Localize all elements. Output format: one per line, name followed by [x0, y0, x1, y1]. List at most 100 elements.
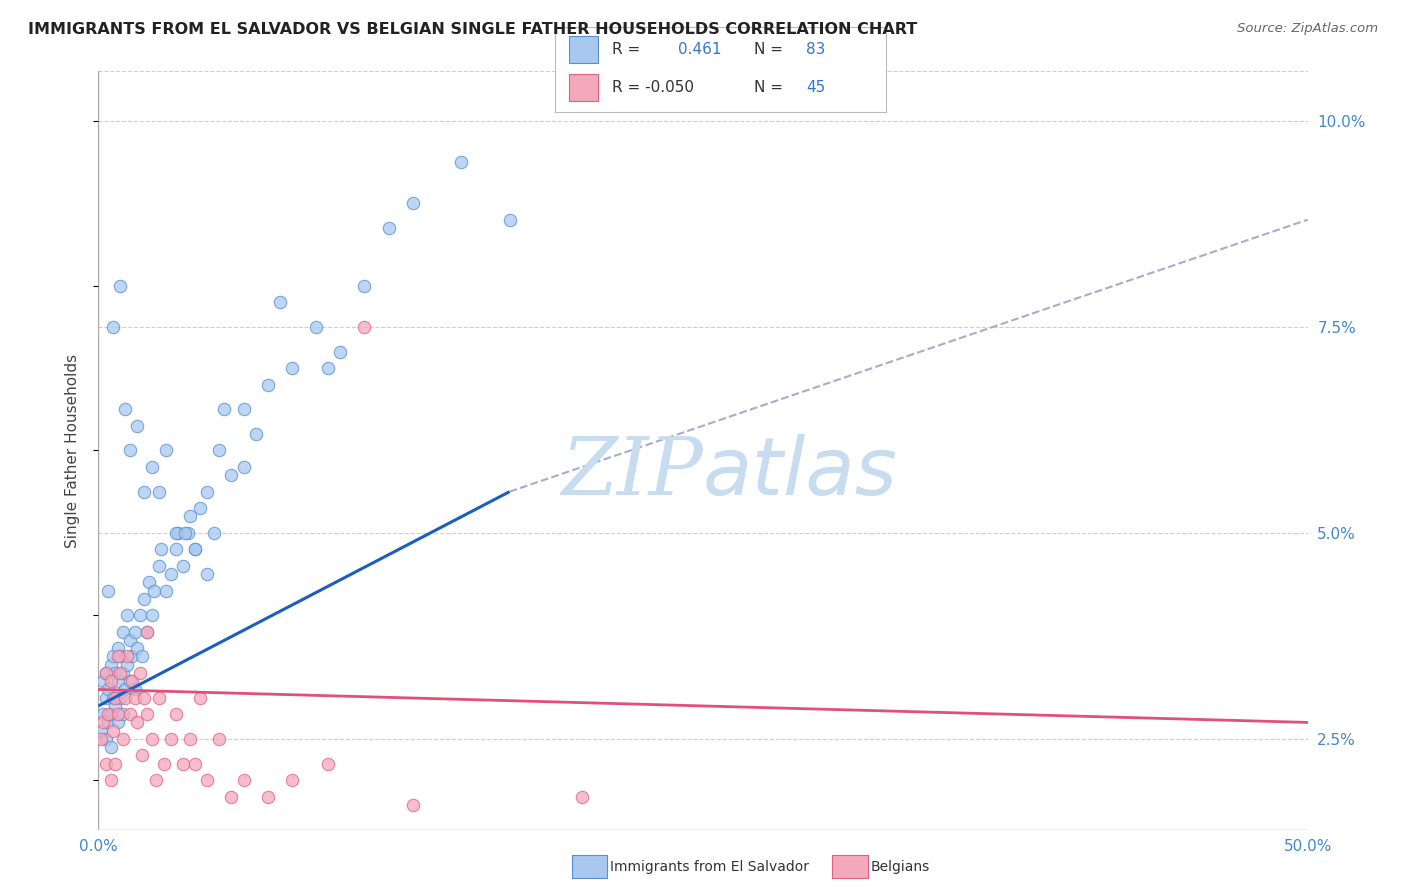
Point — [104, 698, 127, 713]
Point — [316, 756, 339, 771]
Point — [107, 674, 129, 689]
Point — [232, 459, 254, 474]
Point — [117, 608, 139, 623]
Point — [117, 649, 139, 664]
Point — [195, 773, 218, 788]
Point — [174, 525, 197, 540]
Point — [135, 624, 157, 639]
Text: N =: N = — [754, 42, 783, 57]
Bar — [568, 74, 599, 102]
Point — [212, 402, 235, 417]
Point — [90, 731, 112, 746]
Point — [179, 731, 201, 746]
Point — [114, 402, 136, 417]
Point — [141, 459, 163, 474]
Point — [134, 690, 156, 705]
Point — [143, 583, 166, 598]
Text: N =: N = — [754, 80, 783, 95]
Point — [108, 690, 131, 705]
Point — [134, 484, 156, 499]
Point — [269, 295, 291, 310]
Point — [100, 773, 122, 788]
Point — [195, 567, 218, 582]
Point — [104, 756, 127, 771]
Y-axis label: Single Father Households: Single Father Households — [65, 353, 80, 548]
Point — [172, 558, 194, 573]
Point — [100, 657, 122, 672]
Point — [118, 707, 141, 722]
Text: IMMIGRANTS FROM EL SALVADOR VS BELGIAN SINGLE FATHER HOUSEHOLDS CORRELATION CHAR: IMMIGRANTS FROM EL SALVADOR VS BELGIAN S… — [28, 22, 917, 37]
Point — [97, 583, 120, 598]
Point — [104, 665, 127, 680]
Point — [118, 674, 141, 689]
Point — [571, 789, 593, 804]
Point — [184, 756, 207, 771]
Point — [141, 608, 163, 623]
Point — [127, 641, 149, 656]
Point — [131, 748, 153, 763]
Point — [117, 657, 139, 672]
Point — [107, 649, 129, 664]
Point — [165, 707, 187, 722]
Point — [221, 789, 243, 804]
Point — [91, 715, 114, 730]
Point — [148, 484, 170, 499]
Point — [353, 319, 375, 334]
Point — [204, 525, 226, 540]
Text: ZIP: ZIP — [561, 434, 703, 512]
Point — [101, 319, 124, 334]
Point — [498, 212, 520, 227]
Point — [177, 525, 200, 540]
Point — [94, 690, 117, 705]
Point — [114, 682, 136, 697]
Point — [160, 731, 183, 746]
Point — [127, 715, 149, 730]
Point — [167, 525, 190, 540]
Point — [353, 278, 375, 293]
Point — [184, 542, 207, 557]
Point — [101, 649, 124, 664]
Point — [152, 756, 174, 771]
Point — [91, 707, 114, 722]
Point — [134, 591, 156, 606]
Point — [91, 674, 114, 689]
Point — [108, 665, 131, 680]
Point — [402, 797, 425, 812]
Point — [90, 723, 112, 738]
Point — [256, 377, 278, 392]
Point — [402, 196, 425, 211]
Point — [232, 402, 254, 417]
Point — [150, 542, 173, 557]
Point — [195, 484, 218, 499]
Point — [145, 773, 167, 788]
Point — [100, 707, 122, 722]
Point — [131, 649, 153, 664]
Point — [111, 731, 134, 746]
Point — [232, 773, 254, 788]
Point — [94, 665, 117, 680]
Text: 83: 83 — [807, 42, 825, 57]
Point — [184, 542, 207, 557]
Point — [128, 665, 150, 680]
Point — [121, 649, 143, 664]
Point — [114, 690, 136, 705]
Point — [94, 665, 117, 680]
Text: Immigrants from El Salvador: Immigrants from El Salvador — [610, 860, 810, 874]
Point — [121, 674, 143, 689]
Point — [118, 443, 141, 458]
Point — [305, 319, 328, 334]
Text: Source: ZipAtlas.com: Source: ZipAtlas.com — [1237, 22, 1378, 36]
Point — [101, 690, 124, 705]
Point — [155, 443, 177, 458]
Point — [108, 278, 131, 293]
Text: Belgians: Belgians — [870, 860, 929, 874]
Point — [160, 567, 183, 582]
Point — [97, 682, 120, 697]
Point — [101, 723, 124, 738]
Point — [135, 707, 157, 722]
Point — [188, 690, 211, 705]
Point — [128, 608, 150, 623]
Point — [94, 756, 117, 771]
Point — [281, 361, 304, 376]
Text: atlas: atlas — [703, 434, 898, 512]
